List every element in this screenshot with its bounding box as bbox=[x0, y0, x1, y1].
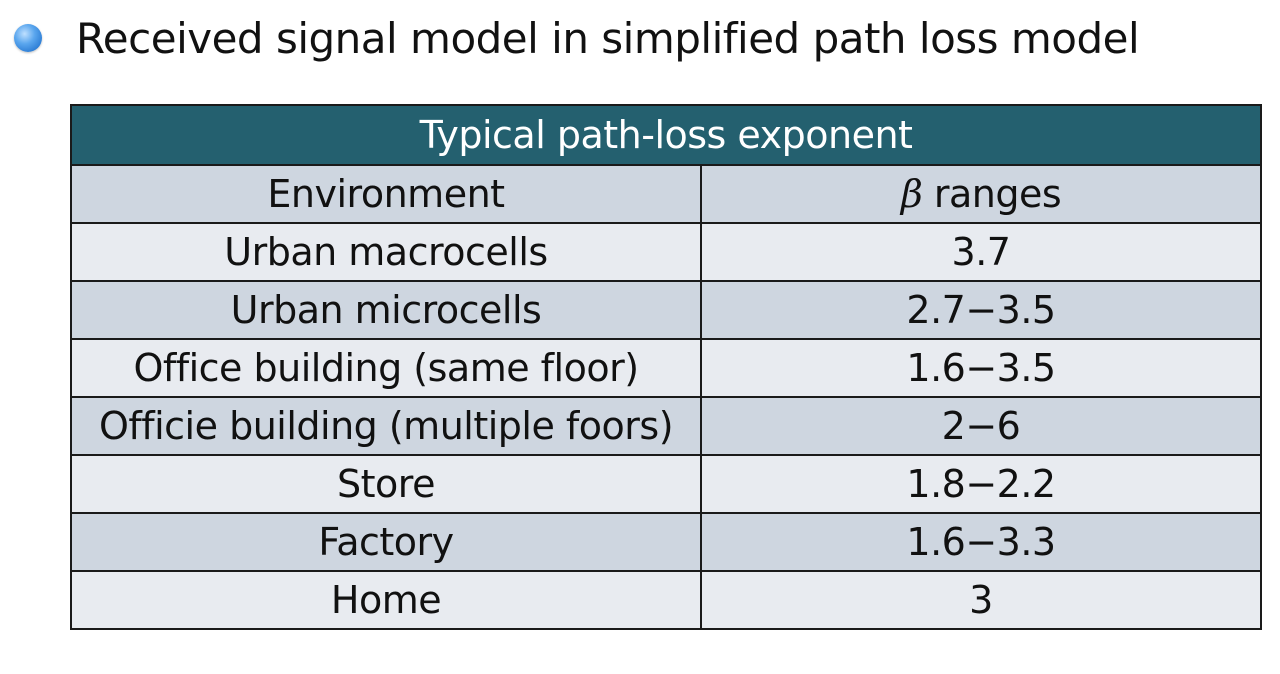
table-row: Home 3 bbox=[70, 570, 1262, 630]
table-row: Office building (same floor) 1.6−3.5 bbox=[70, 338, 1262, 398]
header-environment: Environment bbox=[70, 164, 702, 224]
cell-environment: Urban microcells bbox=[70, 280, 702, 340]
table-row: Urban microcells 2.7−3.5 bbox=[70, 280, 1262, 340]
cell-range: 2−6 bbox=[700, 396, 1262, 456]
path-loss-table: Typical path-loss exponent Environment β… bbox=[70, 104, 1262, 630]
table-header-row: Environment β ranges bbox=[70, 164, 1262, 224]
cell-environment: Store bbox=[70, 454, 702, 514]
cell-range: 1.6−3.3 bbox=[700, 512, 1262, 572]
cell-environment: Office building (same floor) bbox=[70, 338, 702, 398]
bullet-dot-icon bbox=[14, 24, 42, 52]
cell-range: 1.6−3.5 bbox=[700, 338, 1262, 398]
cell-range: 3.7 bbox=[700, 222, 1262, 282]
cell-environment: Urban macrocells bbox=[70, 222, 702, 282]
cell-range: 2.7−3.5 bbox=[700, 280, 1262, 340]
path-loss-table-container: Typical path-loss exponent Environment β… bbox=[70, 104, 1262, 630]
cell-range: 1.8−2.2 bbox=[700, 454, 1262, 514]
table-title-row: Typical path-loss exponent bbox=[70, 104, 1262, 166]
bullet-heading: Received signal model in simplified path… bbox=[14, 8, 1140, 68]
table-row: Officie building (multiple foors) 2−6 bbox=[70, 396, 1262, 456]
table-title: Typical path-loss exponent bbox=[70, 104, 1262, 166]
header-beta-ranges: β ranges bbox=[700, 164, 1262, 224]
cell-environment: Officie building (multiple foors) bbox=[70, 396, 702, 456]
cell-environment: Home bbox=[70, 570, 702, 630]
table-row: Urban macrocells 3.7 bbox=[70, 222, 1262, 282]
table-row: Factory 1.6−3.3 bbox=[70, 512, 1262, 572]
cell-environment: Factory bbox=[70, 512, 702, 572]
cell-range: 3 bbox=[700, 570, 1262, 630]
header-ranges-label: ranges bbox=[922, 172, 1062, 216]
heading-text: Received signal model in simplified path… bbox=[76, 13, 1140, 63]
table-row: Store 1.8−2.2 bbox=[70, 454, 1262, 514]
beta-symbol: β bbox=[900, 172, 923, 216]
